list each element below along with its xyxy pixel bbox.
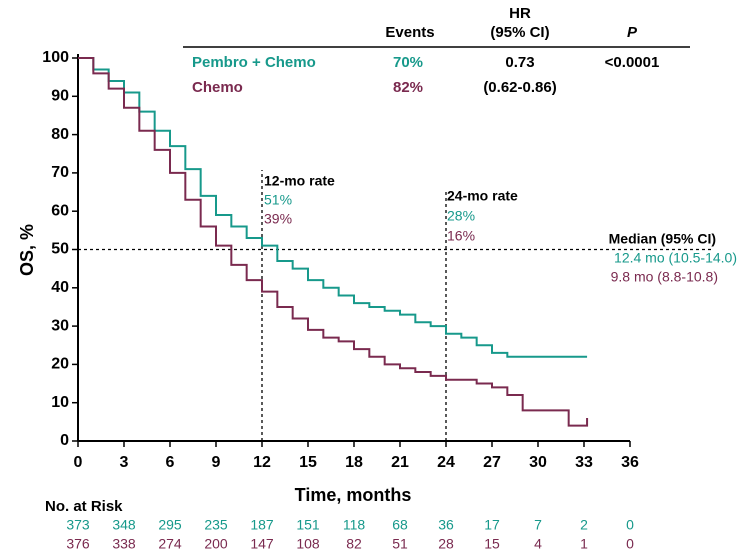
table-cell: <0.0001 bbox=[605, 54, 660, 71]
table-header: HR bbox=[509, 5, 531, 22]
annotation: 51% bbox=[264, 192, 292, 208]
x-tick-label: 27 bbox=[483, 454, 501, 471]
annotation: 9.8 mo (8.8-10.8) bbox=[611, 269, 718, 285]
risk-count: 274 bbox=[158, 536, 182, 552]
risk-count: 4 bbox=[534, 536, 542, 552]
risk-count: 82 bbox=[346, 536, 362, 552]
risk-count: 348 bbox=[112, 517, 136, 533]
y-tick-label: 90 bbox=[51, 88, 69, 105]
risk-count: 17 bbox=[484, 517, 500, 533]
y-axis-label: OS, % bbox=[17, 224, 37, 276]
y-tick-label: 50 bbox=[51, 241, 69, 258]
x-tick-label: 9 bbox=[212, 454, 221, 471]
risk-count: 2 bbox=[580, 517, 588, 533]
table-header: P bbox=[627, 24, 638, 41]
y-tick-label: 60 bbox=[51, 202, 69, 219]
x-tick-label: 6 bbox=[166, 454, 175, 471]
risk-count: 118 bbox=[343, 517, 366, 533]
y-tick-label: 30 bbox=[51, 317, 69, 334]
table-cell: Pembro + Chemo bbox=[192, 54, 316, 71]
x-tick-label: 3 bbox=[120, 454, 129, 471]
x-tick-label: 18 bbox=[345, 454, 363, 471]
table-cell: 82% bbox=[393, 79, 423, 96]
annotation: 12.4 mo (10.5-14.0) bbox=[614, 250, 737, 266]
annotation: 16% bbox=[447, 228, 475, 244]
risk-count: 36 bbox=[438, 517, 454, 533]
y-tick-label: 40 bbox=[51, 279, 69, 296]
annotation: 12-mo rate bbox=[264, 173, 335, 189]
x-axis-label: Time, months bbox=[295, 485, 412, 505]
risk-count: 151 bbox=[296, 517, 320, 533]
annotation: 28% bbox=[447, 208, 475, 224]
risk-count: 147 bbox=[250, 536, 274, 552]
x-tick-label: 0 bbox=[74, 454, 83, 471]
risk-count: 7 bbox=[534, 517, 542, 533]
survival-curve bbox=[78, 57, 588, 358]
risk-count: 0 bbox=[626, 536, 634, 552]
y-tick-label: 0 bbox=[60, 432, 69, 449]
risk-count: 235 bbox=[204, 517, 228, 533]
x-tick-label: 30 bbox=[529, 454, 547, 471]
risk-count: 0 bbox=[626, 517, 634, 533]
x-tick-label: 21 bbox=[391, 454, 409, 471]
risk-count: 68 bbox=[392, 517, 408, 533]
risk-count: 295 bbox=[158, 517, 182, 533]
y-tick-label: 70 bbox=[51, 164, 69, 181]
risk-count: 376 bbox=[66, 536, 90, 552]
x-tick-label: 12 bbox=[253, 454, 271, 471]
risk-title: No. at Risk bbox=[45, 498, 123, 515]
risk-count: 200 bbox=[204, 536, 228, 552]
annotation: 39% bbox=[264, 211, 292, 227]
risk-count: 187 bbox=[250, 517, 274, 533]
risk-count: 373 bbox=[66, 517, 90, 533]
annotation: 24-mo rate bbox=[447, 188, 518, 204]
risk-count: 1 bbox=[580, 536, 588, 552]
x-tick-label: 36 bbox=[621, 454, 639, 471]
risk-count: 338 bbox=[112, 536, 136, 552]
table-cell: Chemo bbox=[192, 79, 243, 96]
risk-count: 51 bbox=[392, 536, 408, 552]
table-cell: 70% bbox=[393, 54, 423, 71]
risk-count: 108 bbox=[296, 536, 320, 552]
survival-curve bbox=[78, 57, 589, 427]
annotation: Median (95% CI) bbox=[609, 231, 716, 247]
x-tick-label: 24 bbox=[437, 454, 455, 471]
table-header: Events bbox=[385, 24, 434, 41]
y-tick-label: 10 bbox=[51, 394, 69, 411]
table-cell: 0.73 bbox=[505, 54, 534, 71]
y-tick-label: 100 bbox=[42, 49, 69, 66]
x-tick-label: 15 bbox=[299, 454, 317, 471]
risk-count: 15 bbox=[484, 536, 500, 552]
y-tick-label: 80 bbox=[51, 126, 69, 143]
y-tick-label: 20 bbox=[51, 356, 69, 373]
risk-count: 28 bbox=[438, 536, 454, 552]
x-tick-label: 33 bbox=[575, 454, 593, 471]
table-header: (95% CI) bbox=[490, 24, 549, 41]
table-cell: (0.62-0.86) bbox=[483, 79, 556, 96]
